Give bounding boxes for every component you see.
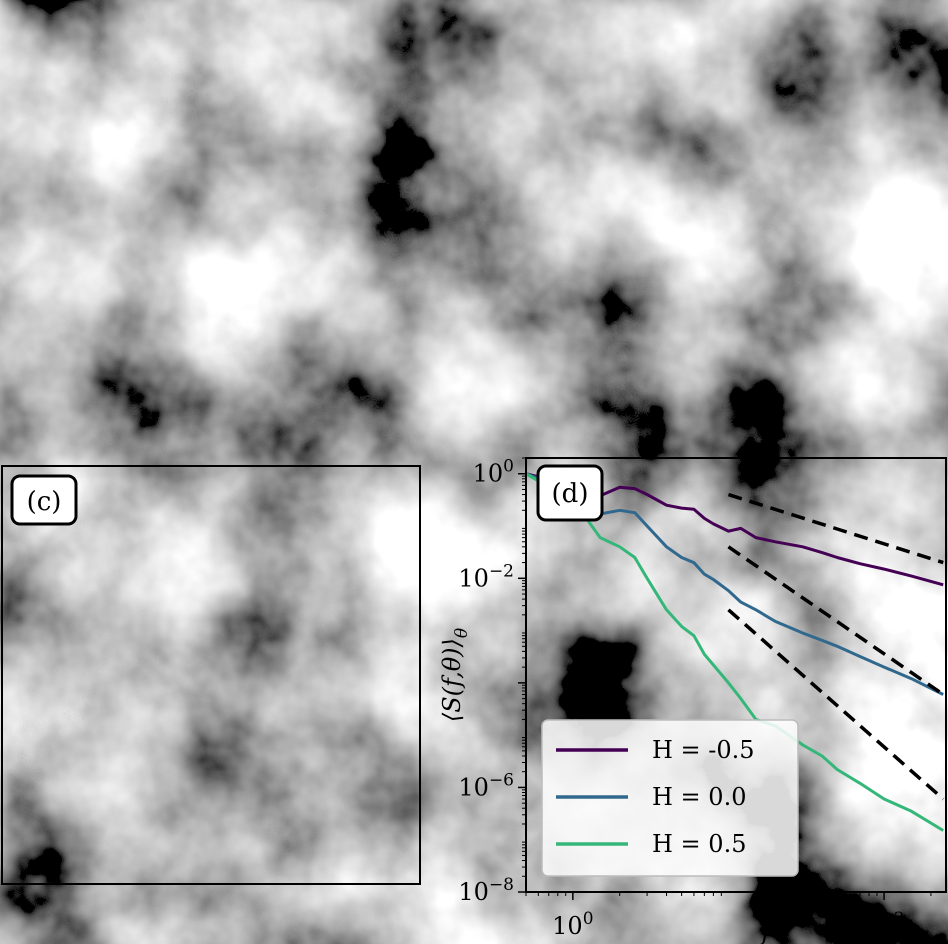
- panel-label-b: (b): [552, 23, 589, 53]
- y-tick-label-1: 10−2: [458, 561, 514, 592]
- panel-label-c: (c): [27, 487, 62, 517]
- x-tick-label-1: 102: [863, 909, 904, 940]
- frame-c: [1, 465, 421, 885]
- y-axis-label: ⟨S(f,θ)⟩θ: [438, 628, 472, 722]
- noise-image-a: [2, 2, 420, 420]
- panel-c: (c): [1, 465, 421, 885]
- legend: H = -0.5 H = 0.0 H = 0.5: [541, 719, 799, 877]
- panel-b: (b): [527, 1, 947, 421]
- noise-image-b: [528, 2, 946, 420]
- series-line-2: [526, 472, 944, 832]
- panel-d: 100 10−2 10−6 10−8 100 102 f ⟨S(f,θ)⟩θ (d) H = …: [438, 457, 947, 944]
- panel-label-box-b: [536, 10, 604, 62]
- legend-label-1: H = 0.0: [652, 783, 746, 811]
- x-axis-label: f: [760, 918, 775, 944]
- frame-b: [527, 1, 947, 421]
- legend-label-0: H = -0.5: [652, 736, 755, 764]
- panel-label-box-d: [536, 464, 604, 522]
- y-tick-label-0: 100: [473, 457, 514, 488]
- axes-frame: [525, 457, 947, 893]
- plot-area: [526, 472, 945, 832]
- reference-slope-line-0: [727, 492, 944, 565]
- panel-label-d: (d): [552, 479, 589, 509]
- x-tick-label-0: 100: [552, 909, 593, 940]
- frame-a: [1, 1, 421, 421]
- panel-label-box-c: [10, 474, 78, 526]
- axes: 100 10−2 10−6 10−8 100 102 f ⟨S(f,θ)⟩θ: [438, 457, 932, 944]
- legend-label-2: H = 0.5: [652, 830, 746, 858]
- reference-slope-line-1: [727, 545, 945, 696]
- y-tick-label-3: 10−6: [458, 770, 514, 801]
- legend-box: [541, 719, 799, 877]
- series-line-0: [526, 472, 944, 587]
- y-tick-label-4: 10−8: [458, 875, 514, 906]
- reference-slope-line-2: [727, 608, 945, 801]
- panel-label-a: (a): [26, 23, 62, 53]
- series-line-1: [526, 472, 944, 696]
- panel-a: (a): [1, 1, 421, 421]
- noise-image-c: [2, 466, 420, 884]
- panel-label-box-a: [10, 10, 78, 62]
